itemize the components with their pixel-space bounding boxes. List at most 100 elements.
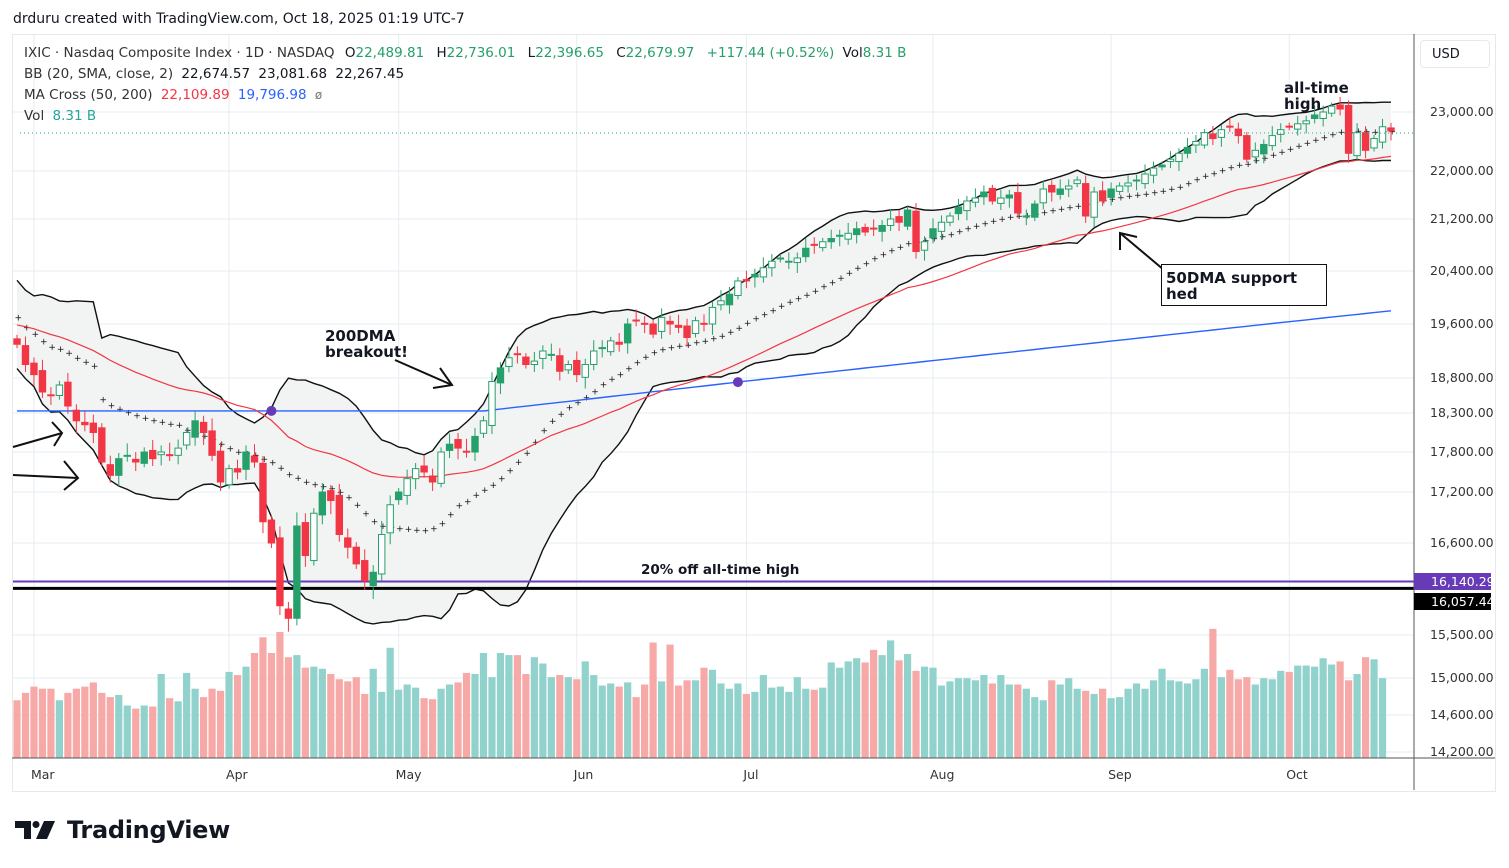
price-tick-label: 18,300.00 [1430,405,1494,420]
volume-bar [1158,668,1166,758]
candle [895,210,903,232]
volume-bar [539,663,547,758]
bb-basis-dot: + [1058,205,1066,215]
bb-basis-dot: + [540,427,548,437]
open-value: 22,489.81 [355,45,425,61]
volume-bar [233,675,242,758]
volume-bar [157,674,165,758]
currency-button[interactable]: USD [1420,40,1490,68]
volume-bar [462,672,471,758]
ma200-line [17,310,1392,412]
candle [327,485,335,515]
volume-bar [395,689,403,758]
bb-basis-dot: + [939,232,947,242]
volume-bar [352,677,360,758]
candle-body [369,571,377,587]
candle [1260,139,1268,164]
candle [852,221,861,244]
volume-bar [428,699,437,758]
bb-basis-dot: + [1236,161,1244,171]
volume-bar [827,662,835,758]
candle [250,444,259,468]
candle-body [1234,128,1243,137]
volume-bar [191,688,199,758]
bb-basis-dot: + [159,418,167,428]
candle [1166,151,1175,169]
candle [1175,148,1183,171]
candle-body [1056,188,1064,195]
volume-bar [886,640,895,758]
ma-label: MA Cross (50, 200) [24,87,153,103]
candle-body [1319,111,1327,119]
candle-body [199,421,208,433]
volume-bar [700,667,708,758]
tradingview-logo[interactable]: TradingView [15,816,230,844]
volume-bar [1166,680,1175,758]
volume-bar [946,681,954,758]
volume-bar [1234,679,1242,758]
price-tick-label: 17,800.00 [1430,444,1494,459]
candle [954,198,963,221]
volume-bar [997,675,1005,758]
volume-bar [810,689,818,758]
volume-bar [488,677,496,758]
symbol-label[interactable]: IXIC · Nasdaq Composite Index · 1D · NAS… [24,45,335,61]
candle-body [1073,179,1081,185]
candle [21,336,30,372]
volume-bar [1200,668,1209,758]
candle-body [708,306,717,325]
bb-basis-dot: + [447,511,455,521]
volume-bar [1344,680,1353,758]
volume-bar [335,679,343,758]
candle [785,252,793,270]
legend-vol-row[interactable]: Vol 8.31 B [24,108,100,124]
candle [30,357,38,386]
candle [13,334,21,349]
volume-bar [1319,658,1327,758]
candle-body [988,187,997,202]
candle [1285,122,1293,131]
candle-body [623,323,632,344]
legend-bb-row[interactable]: BB (20, SMA, close, 2) 22,674.57 23,081.… [24,66,408,82]
candle [700,314,708,332]
legend-ma-row[interactable]: MA Cross (50, 200) 22,109.89 19,796.98 ø [24,87,326,103]
candle-body [301,522,310,557]
volume-bar [937,685,946,758]
candle [445,433,454,458]
candle [1361,126,1370,159]
bb-basis-dot: + [1261,154,1269,164]
volume-bar [1183,683,1192,758]
volume-bar [903,654,912,758]
candle-body [344,537,352,548]
candle-body [590,350,598,365]
volume-bar [1031,697,1039,758]
candle [38,359,47,398]
volume-bar [1353,674,1361,758]
candle [564,360,572,374]
volume-bar [581,661,589,758]
candle-body [132,458,140,463]
volume-bar [641,684,649,758]
volume-bar [1328,664,1336,758]
volume-bar [1099,688,1107,758]
bb-basis-dot: + [1219,166,1227,176]
candle [471,427,479,461]
candle-body [1149,167,1158,176]
candle [1005,189,1014,208]
candle-body [674,324,683,328]
candle [335,484,343,542]
candle-body [895,216,903,223]
bb-basis-dot: + [905,239,913,249]
bollinger-lower-line [16,158,1391,625]
candle [1370,135,1378,152]
price-tick-label: 22,000.00 [1430,163,1494,178]
candle [683,318,691,347]
candle [1353,123,1361,161]
volume-bar [301,667,309,758]
candle-body [437,451,445,484]
volume-bar [556,675,564,758]
candle [1098,181,1107,207]
candle [115,453,123,486]
bb-basis-dot: + [405,525,413,535]
